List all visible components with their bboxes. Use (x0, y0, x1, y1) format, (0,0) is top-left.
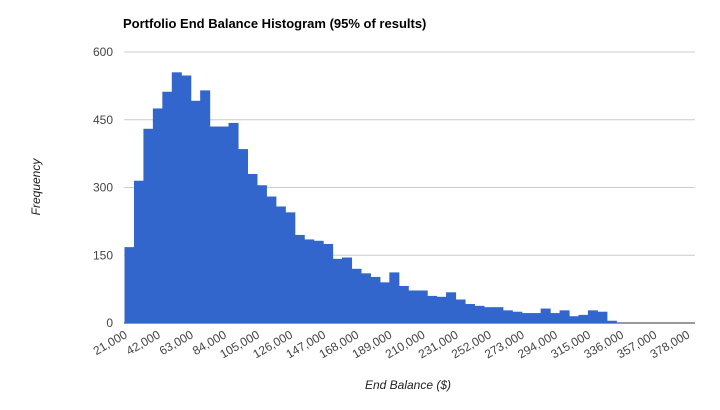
histogram-bar (200, 90, 211, 323)
histogram-bar (606, 320, 617, 323)
histogram-bar (143, 128, 154, 323)
histogram-bar (417, 290, 428, 323)
histogram-bar (285, 212, 296, 323)
histogram-bar (455, 299, 466, 323)
histogram-bar (313, 240, 324, 323)
histogram-bar (124, 247, 135, 323)
histogram-bar (550, 313, 561, 323)
histogram-bar (597, 311, 608, 323)
histogram-bar (483, 307, 494, 323)
histogram-bar (304, 239, 315, 323)
histogram-bar (228, 122, 239, 323)
histogram-bar (521, 313, 532, 323)
y-tick-label: 450 (93, 113, 113, 127)
histogram-bar (370, 276, 381, 323)
x-axis-label: End Balance ($) (365, 378, 451, 392)
histogram-bar (247, 173, 258, 323)
histogram-bar (540, 308, 551, 323)
histogram-bar (464, 304, 475, 323)
histogram-bar (474, 305, 485, 323)
histogram-bar (427, 295, 438, 323)
histogram-bar (133, 180, 144, 323)
histogram-bar (219, 126, 230, 323)
y-tick-labels: 0 150 300 450 600 (93, 45, 113, 330)
histogram-bar (569, 316, 580, 323)
x-tick-label: 42,000 (124, 327, 163, 358)
histogram-bar (379, 282, 390, 323)
histogram-bar (256, 185, 267, 323)
histogram-bar (408, 290, 419, 323)
histogram-bar (398, 285, 409, 323)
histogram-bar (275, 206, 286, 323)
chart-title: Portfolio End Balance Histogram (95% of … (123, 16, 426, 31)
y-tick-label: 300 (93, 181, 113, 195)
x-tick-labels: 21,00042,00063,00084,000105,000126,00014… (91, 327, 693, 361)
histogram-bar (162, 91, 173, 323)
histogram-bar (294, 234, 305, 323)
histogram-bar (237, 149, 249, 323)
histogram-bar (587, 310, 598, 323)
histogram-bar (389, 272, 400, 323)
histogram-bar (323, 243, 334, 323)
histogram-bar (493, 307, 504, 323)
histogram-bar (531, 313, 542, 323)
histogram-bar (360, 273, 371, 323)
histogram-bar (181, 75, 192, 324)
y-tick-label: 150 (93, 248, 113, 262)
histogram-bar (559, 310, 570, 323)
histogram-bar (152, 108, 163, 324)
histogram-bar (342, 257, 353, 323)
histogram-bar (332, 258, 343, 323)
histogram-bar (502, 310, 513, 323)
histogram-bar (209, 126, 220, 323)
histogram-bar (446, 292, 457, 323)
bars-group (124, 72, 617, 324)
x-tick-label: 63,000 (157, 327, 196, 358)
histogram-bar (512, 311, 523, 323)
histogram-bar (351, 268, 362, 323)
y-tick-label: 0 (106, 316, 113, 330)
histogram-bar (171, 72, 182, 323)
histogram-bar (190, 100, 201, 323)
x-tick-label: 21,000 (91, 327, 130, 358)
histogram-bar (436, 296, 447, 323)
histogram-bar (266, 196, 277, 323)
histogram-bar (578, 314, 589, 323)
y-axis-label: Frequency (29, 158, 43, 216)
y-tick-label: 600 (93, 45, 113, 59)
